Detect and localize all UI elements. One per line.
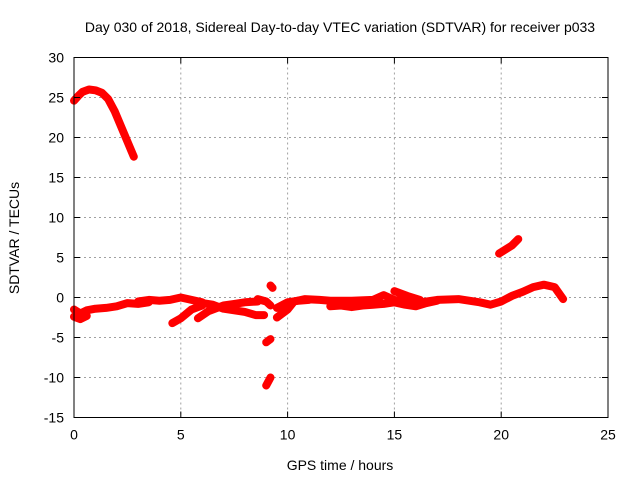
series-arc-15 [390, 287, 424, 304]
x-tick-label: 15 [387, 427, 403, 443]
y-tick-label: 5 [56, 250, 64, 266]
axes: 0 5 10 15 20 25 -15 -10 -5 0 5 10 15 20 25 30 [44, 50, 616, 443]
series-arc-4 [134, 293, 207, 307]
y-tick-label: 0 [56, 290, 64, 306]
series-arc-2 [70, 298, 153, 318]
series-arc-14 [326, 296, 442, 312]
x-tick-label: 25 [600, 427, 616, 443]
chart-title: Day 030 of 2018, Sidereal Day-to-day VTE… [85, 19, 595, 35]
x-axis-label: GPS time / hours [287, 457, 394, 473]
y-tick-label: 20 [48, 130, 64, 146]
y-tick-label: 10 [48, 210, 64, 226]
x-tick-label: 0 [70, 427, 78, 443]
series-arc-8 [253, 295, 275, 310]
y-tick-label: -15 [44, 410, 64, 426]
series-arc-1 [70, 85, 138, 161]
series-arc-16 [495, 235, 523, 258]
series-arc-11 [262, 373, 275, 390]
y-tick-label: -5 [52, 330, 65, 346]
series-arc-10 [262, 335, 275, 347]
series-arc-5 [168, 301, 207, 328]
y-tick-label: 15 [48, 170, 64, 186]
y-tick-label: -10 [44, 370, 64, 386]
plot-frame [73, 57, 609, 418]
plot-area [70, 85, 568, 390]
series-arc-9 [266, 281, 277, 292]
y-axis-label: SDTVAR / TECUs [6, 182, 22, 294]
x-tick-label: 5 [177, 427, 185, 443]
y-tick-label: 30 [48, 50, 64, 66]
x-tick-label: 10 [280, 427, 296, 443]
grid [74, 57, 608, 418]
x-tick-label: 20 [493, 427, 509, 443]
series-arc-3 [70, 311, 91, 324]
series-arc-6 [193, 297, 262, 323]
series-arc-7 [198, 299, 269, 320]
y-tick-label: 25 [48, 90, 64, 106]
series-arc-13 [272, 295, 313, 312]
